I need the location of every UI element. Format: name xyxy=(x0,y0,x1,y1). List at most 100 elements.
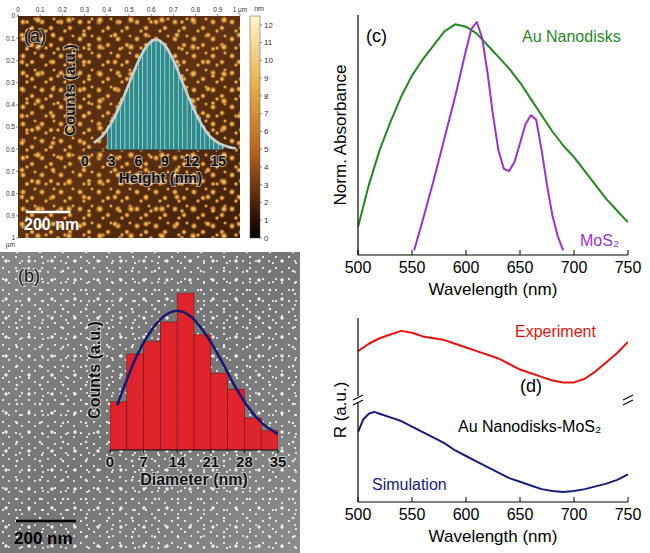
colorbar-tick xyxy=(260,42,262,43)
axis-break xyxy=(353,395,363,400)
histogram-bar xyxy=(174,66,178,150)
x-tick-label: 500 xyxy=(345,506,372,523)
x-axis xyxy=(358,254,628,255)
x-tick-label: 750 xyxy=(615,259,642,276)
scale-bar xyxy=(16,520,76,523)
image-tick xyxy=(240,14,241,16)
image-tick xyxy=(129,14,130,16)
image-tick-label: 0.1 xyxy=(6,35,15,42)
x-tick xyxy=(466,250,467,255)
x-tick xyxy=(628,497,629,502)
fit-curve xyxy=(117,311,278,434)
image-tick-label: 0 xyxy=(11,12,15,19)
series-label: Experiment xyxy=(515,323,596,340)
x-tick-label: 28 xyxy=(236,453,253,470)
x-tick xyxy=(520,497,521,502)
x-tick-label: 550 xyxy=(399,506,426,523)
x-axis-title: Height (nm) xyxy=(119,169,202,186)
x-tick-label: 600 xyxy=(453,259,480,276)
histogram-bar xyxy=(244,418,261,450)
x-tick-label: 650 xyxy=(507,506,534,523)
image-tick xyxy=(217,14,218,16)
image-tick-label: 0.5 xyxy=(6,123,15,130)
histogram-bar xyxy=(211,373,228,450)
image-tick xyxy=(16,193,18,194)
colorbar-tick-label: 4 xyxy=(264,163,269,172)
colorbar-tick xyxy=(260,60,262,61)
colorbar-tick xyxy=(260,220,262,221)
colorbar-tick-label: 10 xyxy=(264,56,273,65)
histogram-bar xyxy=(169,56,173,150)
image-unit: µm xyxy=(6,241,15,249)
image-tick-label: 0.7 xyxy=(6,168,15,175)
image-tick xyxy=(16,171,18,172)
colorbar-tick xyxy=(260,166,262,167)
image-tick-label: 0.4 xyxy=(6,101,15,108)
colorbar-tick-label: 2 xyxy=(264,198,269,207)
image-tick xyxy=(84,14,85,16)
histogram-bar xyxy=(156,41,160,150)
x-tick-label: 12 xyxy=(184,153,200,169)
histogram-bar xyxy=(183,89,187,150)
panel-label: (d) xyxy=(520,376,542,396)
x-tick-label: 0 xyxy=(106,453,114,470)
x-tick-label: 15 xyxy=(210,153,226,169)
colorbar-tick-label: 6 xyxy=(264,127,269,136)
image-tick-label: 0.2 xyxy=(6,57,15,64)
sem-particles xyxy=(0,252,300,553)
image-tick xyxy=(106,14,107,16)
image-tick-label: 0.8 xyxy=(6,190,15,197)
x-tick xyxy=(628,250,629,255)
plot-area xyxy=(94,40,236,150)
histogram-bar xyxy=(161,43,165,150)
afm-grains xyxy=(18,16,240,238)
histogram-bar xyxy=(134,68,138,150)
colorbar-tick-label: 0 xyxy=(264,234,269,243)
x-tick-label: 700 xyxy=(561,259,588,276)
y-axis xyxy=(357,318,358,502)
series-label: Au Nanodisks xyxy=(522,28,621,45)
scale-bar-label: 200 nm xyxy=(24,216,79,233)
image-tick-label: 0.3 xyxy=(80,6,89,13)
y-axis-title: Norm. Absorbance xyxy=(331,65,350,206)
x-tick xyxy=(466,497,467,502)
histogram-bar xyxy=(110,402,127,450)
y-axis-title: Counts (a.u.) xyxy=(61,44,78,136)
x-tick xyxy=(358,250,359,255)
histogram-bar xyxy=(147,44,151,150)
colorbar-tick xyxy=(260,95,262,96)
image-tick-label: 0.8 xyxy=(191,6,200,13)
image-tick xyxy=(195,14,196,16)
image-tick xyxy=(16,238,18,239)
image-tick xyxy=(16,215,18,216)
image-tick xyxy=(16,60,18,61)
image-tick-label: 0.2 xyxy=(58,6,67,13)
axis-break xyxy=(353,400,363,405)
colorbar-tick xyxy=(260,202,262,203)
image-tick-label: 1 µm xyxy=(233,6,248,14)
histogram-bar xyxy=(194,335,211,450)
colorbar-tick xyxy=(260,24,262,25)
panel-label: (b) xyxy=(18,266,40,286)
x-tick-label: 700 xyxy=(561,506,588,523)
colorbar-tick-label: 1 xyxy=(264,216,269,225)
x-tick xyxy=(412,497,413,502)
x-tick-label: 6 xyxy=(134,153,142,169)
image-tick-label: 0.7 xyxy=(169,6,178,13)
image-tick-label: 0.6 xyxy=(147,6,156,13)
y-axis-title: R (a.u.) xyxy=(331,382,350,439)
x-tick-label: 35 xyxy=(270,453,287,470)
image-tick-label: 0.6 xyxy=(6,146,15,153)
x-tick-label: 7 xyxy=(139,453,147,470)
image-tick-label: 0.9 xyxy=(6,212,15,219)
x-tick-label: 9 xyxy=(161,153,169,169)
histogram-bar xyxy=(144,341,161,450)
image-tick xyxy=(62,14,63,16)
x-tick xyxy=(574,497,575,502)
colorbar-tick xyxy=(260,238,262,239)
colorbar-tick xyxy=(260,78,262,79)
sem-particles xyxy=(0,252,300,553)
sem-image xyxy=(0,252,300,553)
x-tick xyxy=(412,250,413,255)
y-axis xyxy=(357,15,358,255)
